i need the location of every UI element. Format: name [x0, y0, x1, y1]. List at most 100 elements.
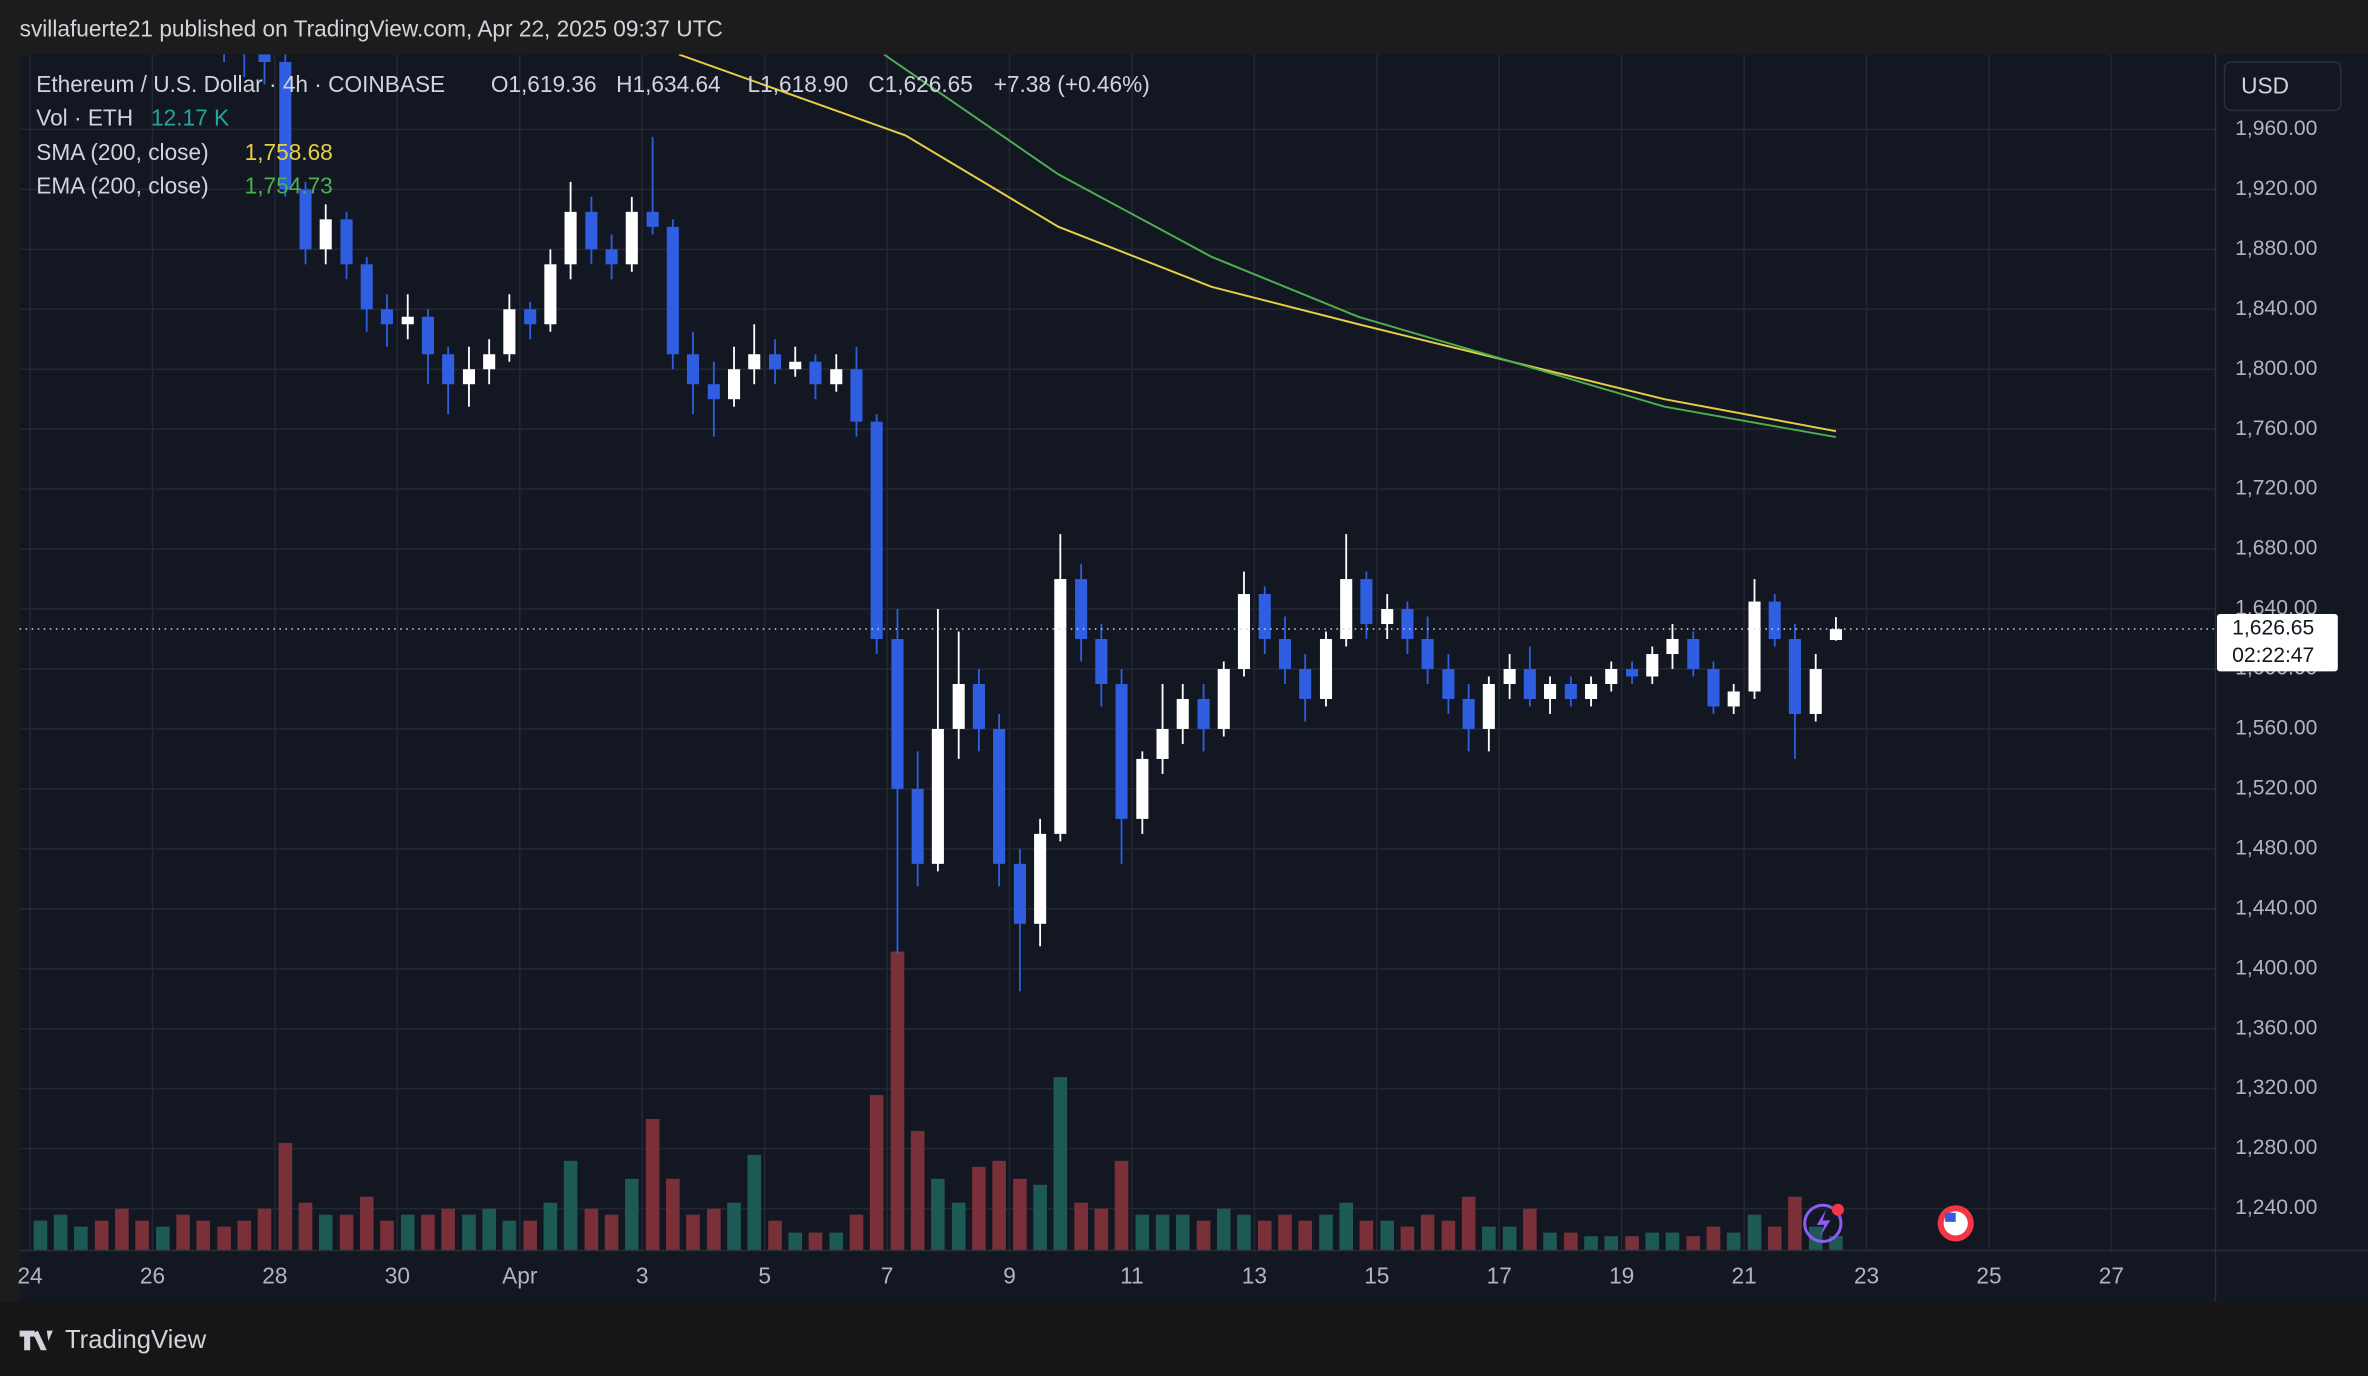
volume-bar	[156, 1226, 170, 1251]
volume-bar	[441, 1208, 455, 1251]
candle-body	[1401, 609, 1414, 640]
x-tick-label: Apr	[502, 1263, 538, 1289]
candle-body	[789, 361, 802, 370]
x-tick-label: 28	[262, 1263, 287, 1289]
ohlc-low: L1,618.90	[748, 71, 849, 97]
candle-body	[1156, 728, 1169, 759]
candle-body	[1176, 698, 1189, 729]
y-tick-label: 1,720.00	[2235, 477, 2317, 500]
candle-body	[666, 226, 679, 355]
ema-value: 1,754.73	[245, 172, 333, 198]
ohlc-high: H1,634.64	[616, 71, 720, 97]
volume-bar	[1625, 1236, 1639, 1251]
candle-body	[279, 61, 292, 190]
volume-bar	[1706, 1226, 1721, 1251]
volume-bar	[972, 1166, 986, 1251]
candle-body	[585, 211, 598, 250]
volume-name: Vol · ETH	[36, 104, 133, 130]
y-tick-label: 1,520.00	[2235, 776, 2317, 799]
candle-body	[1503, 668, 1516, 684]
ohlc-close: C1,626.65	[868, 71, 972, 97]
candle-body	[462, 369, 476, 385]
y-tick-label: 1,440.00	[2235, 896, 2317, 919]
candle-body	[1707, 668, 1720, 707]
candle-body	[1136, 758, 1149, 819]
candle-body	[1442, 668, 1455, 699]
candle-body	[1748, 601, 1761, 692]
x-tick-label: 5	[758, 1263, 771, 1289]
candle-body	[1626, 668, 1639, 677]
candle-body	[1523, 668, 1536, 699]
alert-icon[interactable]	[1803, 1203, 1843, 1243]
volume-bar	[1747, 1214, 1762, 1251]
volume-bar	[992, 1160, 1006, 1251]
y-tick-label: 1,960.00	[2235, 117, 2317, 140]
y-tick-label: 1,560.00	[2235, 717, 2317, 740]
volume-bar	[1033, 1184, 1047, 1251]
candle-layer	[223, 54, 1842, 992]
candle-body	[1381, 609, 1394, 625]
candle-body	[1809, 668, 1822, 714]
volume-bar	[115, 1208, 129, 1251]
volume-bar	[666, 1178, 680, 1251]
candle-body	[850, 369, 863, 422]
ema-name: EMA (200, close)	[36, 172, 208, 198]
candle-body	[1666, 639, 1679, 655]
volume-bar	[53, 1214, 68, 1251]
candle-body	[401, 316, 414, 325]
volume-bar	[1767, 1226, 1782, 1251]
volume-bar	[747, 1154, 762, 1251]
candle-body	[524, 309, 537, 325]
volume-layer	[33, 951, 1843, 1251]
x-tick-label: 13	[1242, 1263, 1267, 1289]
volume-bar	[33, 1220, 48, 1251]
candle-body	[1340, 579, 1353, 640]
candle-body	[1462, 698, 1475, 729]
x-tick-label: 21	[1732, 1263, 1757, 1289]
y-tick-label: 1,920.00	[2235, 177, 2317, 200]
candle-body	[748, 354, 761, 370]
volume-bar	[237, 1220, 252, 1251]
grid	[19, 54, 2216, 1251]
volume-bar	[400, 1214, 415, 1251]
candle-body	[1237, 594, 1251, 669]
y-tick-label: 1,360.00	[2235, 1016, 2317, 1039]
candle-body	[686, 354, 700, 385]
candle-body	[952, 683, 965, 729]
volume-bar	[788, 1232, 803, 1251]
candle-body	[1095, 639, 1108, 684]
volume-bar	[298, 1202, 313, 1251]
candle-body	[258, 54, 271, 62]
volume-bar	[1175, 1214, 1190, 1251]
volume-bar	[1094, 1208, 1109, 1251]
volume-bar	[257, 1208, 272, 1251]
candle-body	[340, 219, 353, 265]
candle-body	[1013, 863, 1026, 924]
currency-label: USD	[2241, 73, 2289, 99]
candle-body	[380, 309, 393, 325]
candle-body	[1605, 668, 1618, 684]
candle-body	[1646, 654, 1659, 677]
candle-body	[360, 264, 373, 310]
candle-body	[544, 264, 557, 325]
candle-body	[993, 728, 1006, 864]
volume-bar	[1216, 1208, 1231, 1251]
candle-body	[972, 683, 985, 729]
volume-bar	[768, 1220, 782, 1251]
event-flag-canton	[1945, 1212, 1956, 1222]
last-price-tag	[2216, 613, 2338, 672]
candle-body	[1585, 683, 1598, 699]
y-tick-label: 1,760.00	[2235, 417, 2317, 440]
volume-bar	[1155, 1214, 1170, 1251]
volume-bar	[1543, 1232, 1557, 1251]
candle-body	[299, 189, 312, 250]
alert-bolt	[1816, 1209, 1831, 1237]
footer-logo: TradingView	[19, 1326, 207, 1354]
volume-bar	[1380, 1220, 1395, 1251]
legend: Ethereum / U.S. Dollar · 4h · COINBASE O…	[36, 71, 1150, 198]
currency-button[interactable]	[2223, 61, 2342, 112]
volume-bar	[1278, 1214, 1292, 1251]
volume-bar	[74, 1226, 88, 1251]
sma-name: SMA (200, close)	[36, 139, 208, 165]
y-tick-label: 1,320.00	[2235, 1076, 2317, 1099]
